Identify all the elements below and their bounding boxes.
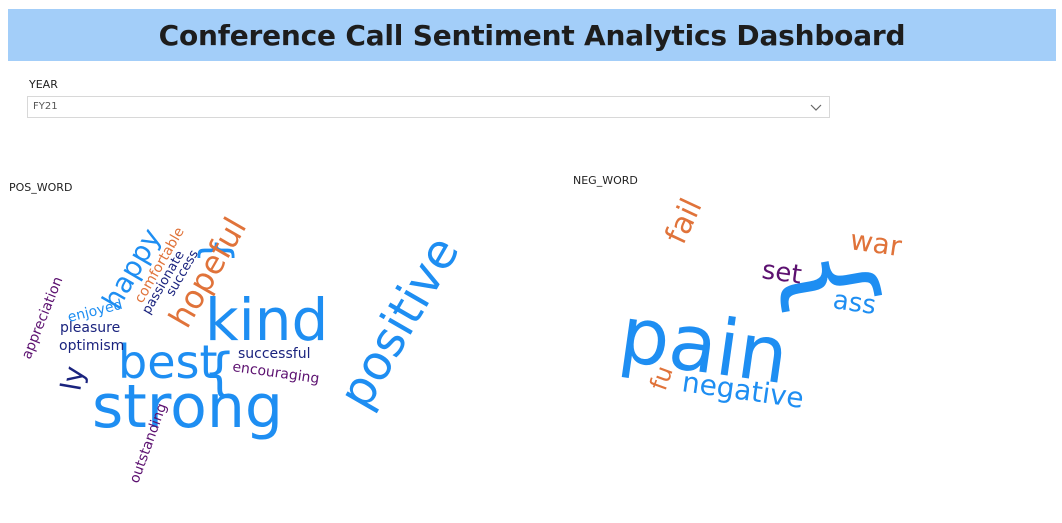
pos-word-best[interactable]: best — [118, 335, 218, 389]
neg-word-fail[interactable]: fail — [659, 193, 710, 249]
pos-word-brace-close[interactable]: } — [192, 238, 238, 263]
pos-word-kind[interactable]: kind — [205, 286, 328, 354]
neg-word-negative[interactable]: negative — [680, 365, 806, 415]
neg-word-label: NEG_WORD — [573, 174, 638, 187]
pos-word-hopeful[interactable]: hopeful — [161, 211, 254, 334]
year-filter-label: YEAR — [29, 78, 58, 91]
pos-word-optimism[interactable]: optimism — [59, 338, 124, 354]
pos-word-outstanding[interactable]: outstanding — [127, 401, 171, 485]
year-dropdown[interactable]: FY21 — [27, 96, 830, 118]
pos-word-positive[interactable]: positive — [328, 227, 471, 418]
pos-word-comfortable[interactable]: comfortable — [132, 225, 188, 306]
pos-word-appreciation[interactable]: appreciation — [19, 274, 67, 361]
neg-word-fu[interactable]: fu — [644, 362, 678, 394]
pos-word-happy[interactable]: happy — [95, 223, 167, 315]
year-dropdown-value: FY21 — [33, 101, 58, 112]
pos-word-label: POS_WORD — [9, 181, 73, 194]
neg-word-ass[interactable]: ass — [831, 285, 878, 321]
pos-word-brace-open[interactable]: { — [203, 343, 236, 403]
pos-word-enjoyed[interactable]: enjoyed — [66, 297, 124, 326]
neg-word-war[interactable]: war — [848, 223, 904, 263]
neg-word-set[interactable]: set — [760, 255, 804, 290]
title-bar: Conference Call Sentiment Analytics Dash… — [8, 9, 1056, 61]
pos-word-successful[interactable]: successful — [238, 346, 310, 362]
neg-word-brace[interactable]: { — [764, 236, 902, 327]
neg-word-pain[interactable]: pain — [614, 290, 793, 403]
pos-word-ly[interactable]: ly — [54, 363, 91, 393]
page-title: Conference Call Sentiment Analytics Dash… — [158, 18, 906, 52]
pos-word-strong[interactable]: strong — [92, 372, 283, 442]
pos-word-passionate[interactable]: passionate — [139, 248, 187, 317]
pos-word-encouraging[interactable]: encouraging — [231, 359, 320, 387]
chevron-down-icon[interactable] — [809, 100, 823, 114]
pos-word-success[interactable]: success — [163, 247, 202, 299]
pos-word-pleasure[interactable]: pleasure — [60, 320, 120, 336]
